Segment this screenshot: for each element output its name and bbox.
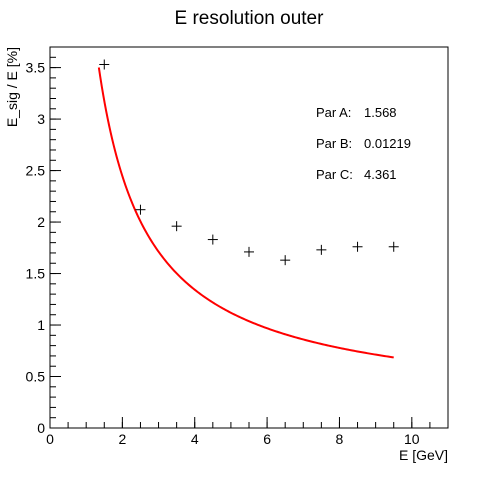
data-point xyxy=(171,221,182,232)
y-tick-label: 2 xyxy=(37,214,45,230)
data-point xyxy=(280,255,291,266)
x-tick-label: 4 xyxy=(191,431,199,447)
data-point xyxy=(352,241,363,252)
y-tick-label: 3.5 xyxy=(26,60,46,76)
data-point xyxy=(99,59,110,70)
x-tick-label: 2 xyxy=(118,431,126,447)
y-tick-label: 1.5 xyxy=(26,266,46,282)
data-point xyxy=(388,241,399,252)
x-tick-label: 6 xyxy=(263,431,271,447)
x-tick-label: 8 xyxy=(336,431,344,447)
x-axis: 0 2 4 6 8 10 xyxy=(46,417,449,447)
fit-param-value: 0.01219 xyxy=(364,136,411,151)
data-point xyxy=(207,234,218,245)
y-tick-label: 0 xyxy=(37,420,45,436)
x-axis-label: E [GeV] xyxy=(399,447,448,463)
fit-param-label: Par B: xyxy=(316,136,352,151)
fit-param-value: 1.568 xyxy=(364,105,397,120)
y-tick-label: 1 xyxy=(37,317,45,333)
x-tick-label: 0 xyxy=(46,431,54,447)
y-axis-label: E_sig / E [%] xyxy=(4,47,20,127)
data-point xyxy=(135,204,146,215)
fit-parameters: Par A: 1.568 Par B: 0.01219 Par C: 4.361 xyxy=(316,105,411,182)
fit-param-value: 4.361 xyxy=(364,167,397,182)
data-point xyxy=(316,244,327,255)
fit-param-label: Par A: xyxy=(316,105,351,120)
x-tick-label: 10 xyxy=(404,431,420,447)
y-axis: 0 0.5 1 1.5 2 2.5 3 3.5 xyxy=(26,46,61,436)
y-tick-label: 0.5 xyxy=(26,369,46,385)
fit-curve xyxy=(97,67,394,359)
y-tick-label: 3 xyxy=(37,111,45,127)
data-point xyxy=(244,246,254,257)
y-tick-label: 2.5 xyxy=(26,163,46,179)
fit-param-label: Par C: xyxy=(316,167,353,182)
chart-title: E resolution outer xyxy=(175,8,325,29)
data-points xyxy=(99,59,399,266)
